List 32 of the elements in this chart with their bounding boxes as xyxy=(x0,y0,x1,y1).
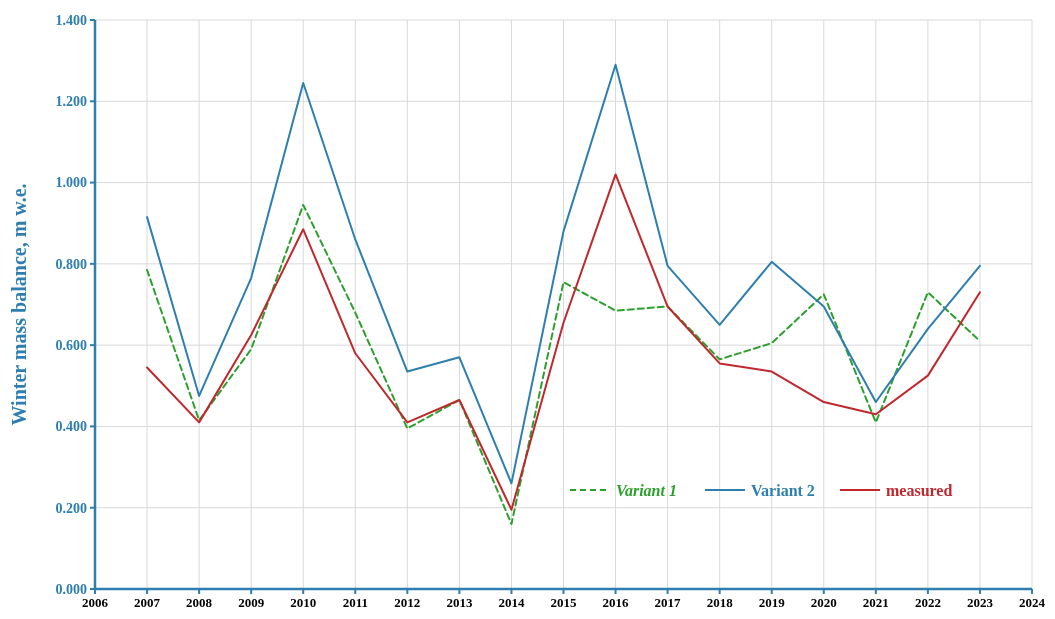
x-tick-label: 2007 xyxy=(134,595,161,610)
y-axis-title: Winter mass balance, m w.e. xyxy=(8,183,30,426)
x-tick-label: 2015 xyxy=(550,595,577,610)
legend-label: Variant 2 xyxy=(751,481,815,499)
x-tick-label: 2024 xyxy=(1019,595,1046,610)
x-tick-label: 2010 xyxy=(290,595,317,610)
x-tick-label: 2021 xyxy=(862,595,889,610)
x-tick-label: 2023 xyxy=(966,595,994,610)
x-tick-label: 2016 xyxy=(602,595,630,610)
x-tick-label: 2013 xyxy=(446,595,473,610)
x-tick-label: 2022 xyxy=(914,595,941,610)
y-tick-label: 0.400 xyxy=(55,419,87,435)
x-tick-label: 2014 xyxy=(498,595,525,610)
y-tick-label: 0.200 xyxy=(55,500,87,516)
x-tick-label: 2019 xyxy=(758,595,786,610)
legend-label: measured xyxy=(886,481,953,499)
y-tick-label: 1.000 xyxy=(55,175,87,191)
x-tick-label: 2018 xyxy=(706,595,734,610)
x-tick-label: 2006 xyxy=(82,595,109,610)
x-tick-label: 2017 xyxy=(654,595,682,610)
x-tick-label: 2008 xyxy=(186,595,213,610)
x-tick-label: 2012 xyxy=(394,595,421,610)
x-tick-label: 2020 xyxy=(810,595,837,610)
line-series xyxy=(146,63,981,485)
y-tick-label: 0.600 xyxy=(55,338,87,354)
y-tick-label: 0.800 xyxy=(55,256,87,272)
legend-label: Variant 1 xyxy=(616,481,677,499)
y-tick-label: 1.400 xyxy=(55,12,87,28)
y-tick-label: 0.000 xyxy=(55,581,87,597)
y-tick-label: 1.200 xyxy=(55,94,87,110)
x-tick-label: 2011 xyxy=(342,595,368,610)
x-tick-label: 2009 xyxy=(238,595,265,610)
